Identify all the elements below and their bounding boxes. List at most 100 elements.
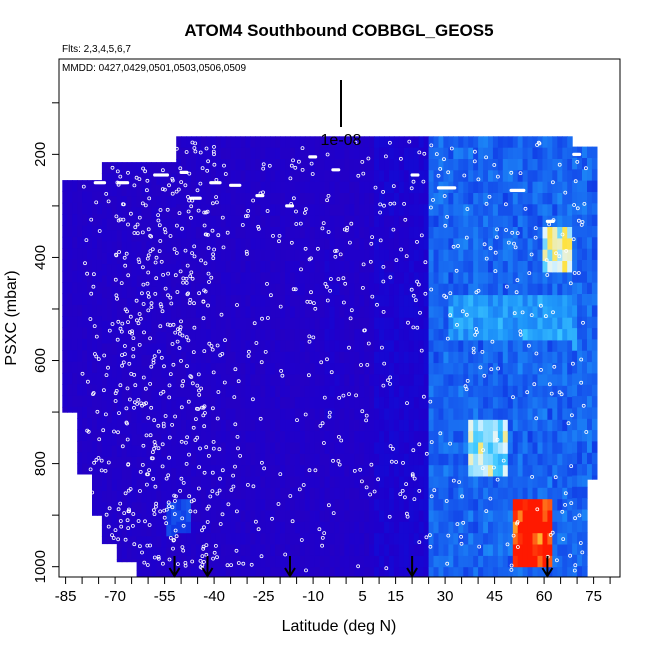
heatmap-cell xyxy=(398,567,405,577)
heatmap-cell xyxy=(92,214,98,226)
heatmap-cell xyxy=(191,283,197,296)
heatmap-cell xyxy=(334,306,341,319)
heatmap-cell xyxy=(438,193,444,205)
heatmap-cell xyxy=(106,264,113,276)
heatmap-cell xyxy=(587,226,593,238)
heatmap-cell xyxy=(369,544,375,557)
heatmap-cell xyxy=(448,351,454,364)
heatmap-cell xyxy=(171,388,177,401)
heatmap-cell xyxy=(87,463,93,475)
heatmap-cell xyxy=(374,499,380,512)
track-marker xyxy=(474,326,479,331)
track-marker xyxy=(315,246,320,251)
heatmap-cell xyxy=(423,408,430,421)
heatmap-cell xyxy=(537,487,544,500)
heatmap-cell xyxy=(205,419,212,432)
heatmap-cell xyxy=(324,397,331,409)
heatmap-cell xyxy=(171,547,177,560)
heatmap-cell xyxy=(344,442,350,455)
heatmap-cell xyxy=(146,343,152,356)
heatmap-cell xyxy=(92,406,98,419)
heatmap-cell xyxy=(334,136,341,149)
heatmap-cell xyxy=(195,227,202,239)
heatmap-cell xyxy=(116,332,123,345)
heatmap-cell xyxy=(527,261,534,273)
heatmap-cell xyxy=(195,283,202,296)
heatmap-cell xyxy=(181,317,187,330)
heatmap-cell xyxy=(121,559,128,563)
heatmap-cell xyxy=(468,544,474,557)
track-marker xyxy=(167,435,172,440)
heatmap-cell xyxy=(354,567,360,577)
track-marker xyxy=(451,478,456,483)
heatmap-cell xyxy=(522,465,529,478)
heatmap-cell xyxy=(250,306,256,319)
heatmap-cell xyxy=(463,227,469,239)
heatmap-cell xyxy=(418,193,425,205)
heatmap-cell xyxy=(478,136,484,149)
heatmap-cell xyxy=(171,286,177,299)
heatmap-cell xyxy=(200,215,207,228)
heatmap-cell xyxy=(364,215,370,228)
heatmap-cell xyxy=(448,147,454,160)
heatmap-cell xyxy=(423,215,430,228)
heatmap-cell xyxy=(265,261,271,273)
heatmap-cell xyxy=(195,238,202,251)
heatmap-cell xyxy=(329,363,336,375)
heatmap-cell xyxy=(473,385,479,398)
heatmap-cell xyxy=(557,453,563,466)
heatmap-cell xyxy=(448,306,454,319)
track-marker xyxy=(571,237,576,242)
heatmap-cell xyxy=(473,181,479,194)
heatmap-cell xyxy=(62,293,68,306)
heatmap-cell xyxy=(522,544,529,557)
heatmap-cell xyxy=(468,363,474,375)
heatmap-cell xyxy=(393,374,400,387)
heatmap-cell xyxy=(62,248,68,261)
heatmap-cell xyxy=(176,397,182,409)
heatmap-cell xyxy=(161,388,167,401)
heatmap-cell xyxy=(205,283,212,296)
track-marker xyxy=(202,424,207,429)
track-marker xyxy=(183,563,188,568)
heatmap-cell xyxy=(235,499,242,512)
heatmap-cell xyxy=(527,295,534,307)
track-marker xyxy=(220,468,225,473)
heatmap-cell xyxy=(413,249,420,262)
heatmap-cell xyxy=(379,193,385,205)
heatmap-cell xyxy=(319,363,326,375)
heatmap-cell xyxy=(577,169,583,182)
heatmap-cell xyxy=(131,286,138,299)
heatmap-cell xyxy=(156,354,162,367)
track-marker xyxy=(490,339,495,344)
track-marker xyxy=(337,395,342,400)
heatmap-cell xyxy=(270,476,276,489)
heatmap-cell xyxy=(374,238,380,251)
track-marker xyxy=(451,244,456,249)
heatmap-cell xyxy=(443,374,449,387)
heatmap-cell xyxy=(151,298,157,311)
heatmap-cell xyxy=(483,317,489,330)
heatmap-cell xyxy=(111,162,118,174)
heatmap-cell xyxy=(591,180,598,193)
heatmap-cell xyxy=(210,385,217,398)
heatmap-cell xyxy=(364,204,370,217)
heatmap-cell xyxy=(398,147,405,160)
heatmap-cell xyxy=(141,400,147,413)
heatmap-cell xyxy=(161,264,167,276)
heatmap-cell xyxy=(151,275,157,288)
heatmap-cell xyxy=(250,329,256,341)
heatmap-cell xyxy=(364,295,370,307)
heatmap-cell xyxy=(161,162,167,174)
heatmap-cell xyxy=(433,465,440,478)
heatmap-cell xyxy=(141,445,147,458)
track-marker xyxy=(145,281,150,286)
heatmap-cell xyxy=(92,293,98,306)
heatmap-cell xyxy=(458,442,464,455)
track-marker xyxy=(235,434,240,439)
heatmap-cell xyxy=(339,238,345,251)
heatmap-cell xyxy=(324,170,331,183)
heatmap-cell xyxy=(126,230,133,242)
heatmap-cell xyxy=(220,204,227,217)
